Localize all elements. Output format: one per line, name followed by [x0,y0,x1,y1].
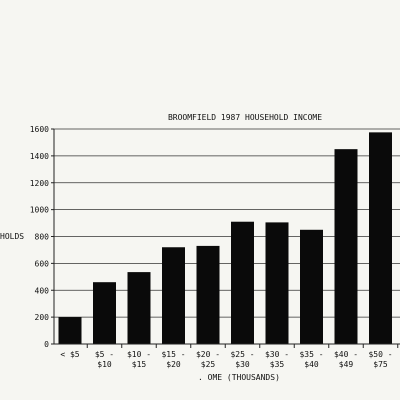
x-tick-label: $10 [97,360,112,369]
bar [265,222,289,344]
x-tick-label: $75 [373,360,388,369]
y-tick-label: 800 [35,233,50,242]
x-tick-label: $5 - [95,350,114,359]
x-tick-label: $10 - [127,350,151,359]
x-tick-label: $35 [270,360,285,369]
x-tick-label: $20 - [196,350,220,359]
bars [58,132,392,344]
x-tick-label: $30 - [265,350,289,359]
x-tick-label: $15 - [161,350,185,359]
x-tick-label: $49 [339,360,354,369]
chart-title: BROOMFIELD 1987 HOUSEHOLD INCOME [168,113,322,122]
y-tick-label: 1200 [30,179,49,188]
x-tick-label: $25 - [230,350,254,359]
bar [196,245,220,344]
x-axis-label: . OME (THOUSANDS) [198,373,280,382]
y-axis-ticks: 0 200 400 600 800 1000 1200 1400 1600 [30,125,54,349]
bar [127,272,151,344]
x-tick-label: $25 [201,360,216,369]
bar [162,247,185,344]
x-tick-label: $30 [235,360,250,369]
y-tick-label: 1600 [30,125,49,134]
bar [369,132,392,344]
y-tick-label: 400 [35,286,50,295]
bar [58,317,82,344]
y-axis-label: HOLDS [0,232,24,241]
y-tick-label: 0 [44,340,49,349]
bar [231,221,254,344]
y-tick-label: 1000 [30,206,49,215]
x-tick-label: $35 - [299,350,323,359]
bar [300,229,323,344]
y-tick-label: 1400 [30,152,49,161]
y-tick-label: 600 [35,259,50,268]
y-tick-label: 200 [35,313,50,322]
x-tick-label: $40 - [334,350,358,359]
x-tick-label: $40 [304,360,319,369]
bar [334,149,358,344]
x-tick-label: $20 [166,360,181,369]
x-tick-label: < $5 [60,350,79,359]
x-tick-label: $50 - [368,350,392,359]
x-axis-ticks: < $5 $5 -$10 $10 -$15 $15 -$20 $20 -$25 $25 -… [60,344,399,369]
bar [93,282,116,344]
x-tick-label: $15 [132,360,147,369]
